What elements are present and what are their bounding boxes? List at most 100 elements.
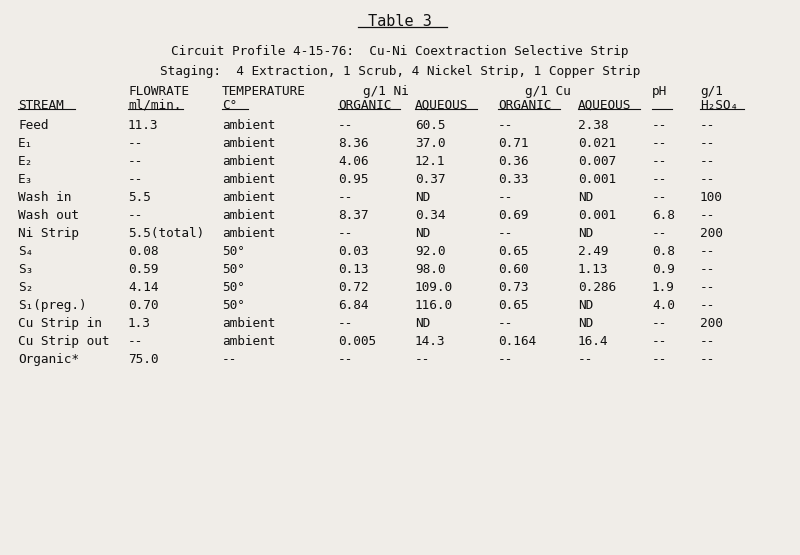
Text: --: -- xyxy=(578,353,594,366)
Text: 0.71: 0.71 xyxy=(498,137,529,150)
Text: --: -- xyxy=(700,299,715,312)
Text: 60.5: 60.5 xyxy=(415,119,446,132)
Text: 0.005: 0.005 xyxy=(338,335,376,348)
Text: Wash out: Wash out xyxy=(18,209,79,222)
Text: S₃: S₃ xyxy=(18,263,34,276)
Text: 6.84: 6.84 xyxy=(338,299,369,312)
Text: 0.70: 0.70 xyxy=(128,299,158,312)
Text: --: -- xyxy=(498,353,514,366)
Text: C°: C° xyxy=(222,99,238,112)
Text: FLOWRATE: FLOWRATE xyxy=(128,85,189,98)
Text: 0.13: 0.13 xyxy=(338,263,369,276)
Text: --: -- xyxy=(338,227,354,240)
Text: Cu Strip in: Cu Strip in xyxy=(18,317,102,330)
Text: ambient: ambient xyxy=(222,155,275,168)
Text: ORGANIC: ORGANIC xyxy=(498,99,551,112)
Text: 109.0: 109.0 xyxy=(415,281,453,294)
Text: --: -- xyxy=(652,335,667,348)
Text: g/1 Cu: g/1 Cu xyxy=(525,85,571,98)
Text: ambient: ambient xyxy=(222,317,275,330)
Text: ambient: ambient xyxy=(222,227,275,240)
Text: 4.06: 4.06 xyxy=(338,155,369,168)
Text: ORGANIC: ORGANIC xyxy=(338,99,391,112)
Text: --: -- xyxy=(128,335,143,348)
Text: --: -- xyxy=(338,119,354,132)
Text: ambient: ambient xyxy=(222,191,275,204)
Text: ND: ND xyxy=(578,299,594,312)
Text: 4.0: 4.0 xyxy=(652,299,675,312)
Text: STREAM: STREAM xyxy=(18,99,64,112)
Text: 0.08: 0.08 xyxy=(128,245,158,258)
Text: --: -- xyxy=(652,227,667,240)
Text: Circuit Profile 4-15-76:  Cu-Ni Coextraction Selective Strip: Circuit Profile 4-15-76: Cu-Ni Coextract… xyxy=(171,45,629,58)
Text: 0.37: 0.37 xyxy=(415,173,446,186)
Text: --: -- xyxy=(700,245,715,258)
Text: 0.72: 0.72 xyxy=(338,281,369,294)
Text: Table 3: Table 3 xyxy=(368,14,432,29)
Text: 1.13: 1.13 xyxy=(578,263,609,276)
Text: S₁(preg.): S₁(preg.) xyxy=(18,299,86,312)
Text: --: -- xyxy=(700,119,715,132)
Text: E₁: E₁ xyxy=(18,137,34,150)
Text: 0.65: 0.65 xyxy=(498,245,529,258)
Text: 0.69: 0.69 xyxy=(498,209,529,222)
Text: 0.73: 0.73 xyxy=(498,281,529,294)
Text: ambient: ambient xyxy=(222,209,275,222)
Text: Ni Strip: Ni Strip xyxy=(18,227,79,240)
Text: 2.38: 2.38 xyxy=(578,119,609,132)
Text: 0.95: 0.95 xyxy=(338,173,369,186)
Text: 8.37: 8.37 xyxy=(338,209,369,222)
Text: --: -- xyxy=(700,155,715,168)
Text: --: -- xyxy=(498,191,514,204)
Text: 100: 100 xyxy=(700,191,723,204)
Text: 0.36: 0.36 xyxy=(498,155,529,168)
Text: H₂SO₄: H₂SO₄ xyxy=(700,99,738,112)
Text: --: -- xyxy=(652,119,667,132)
Text: ND: ND xyxy=(578,191,594,204)
Text: --: -- xyxy=(415,353,430,366)
Text: Wash in: Wash in xyxy=(18,191,71,204)
Text: AQUEOUS: AQUEOUS xyxy=(415,99,468,112)
Text: 50°: 50° xyxy=(222,245,245,258)
Text: 200: 200 xyxy=(700,317,723,330)
Text: --: -- xyxy=(498,317,514,330)
Text: 50°: 50° xyxy=(222,299,245,312)
Text: --: -- xyxy=(652,353,667,366)
Text: --: -- xyxy=(652,317,667,330)
Text: ND: ND xyxy=(415,317,430,330)
Text: 0.007: 0.007 xyxy=(578,155,616,168)
Text: pH: pH xyxy=(652,85,667,98)
Text: 16.4: 16.4 xyxy=(578,335,609,348)
Text: --: -- xyxy=(128,173,143,186)
Text: g/1: g/1 xyxy=(700,85,723,98)
Text: --: -- xyxy=(128,137,143,150)
Text: E₂: E₂ xyxy=(18,155,34,168)
Text: 2.49: 2.49 xyxy=(578,245,609,258)
Text: ND: ND xyxy=(415,227,430,240)
Text: --: -- xyxy=(700,209,715,222)
Text: 50°: 50° xyxy=(222,281,245,294)
Text: 1.9: 1.9 xyxy=(652,281,675,294)
Text: 50°: 50° xyxy=(222,263,245,276)
Text: --: -- xyxy=(652,173,667,186)
Text: 12.1: 12.1 xyxy=(415,155,446,168)
Text: --: -- xyxy=(128,209,143,222)
Text: ambient: ambient xyxy=(222,119,275,132)
Text: 75.0: 75.0 xyxy=(128,353,158,366)
Text: ND: ND xyxy=(415,191,430,204)
Text: --: -- xyxy=(652,155,667,168)
Text: 14.3: 14.3 xyxy=(415,335,446,348)
Text: ambient: ambient xyxy=(222,335,275,348)
Text: 0.164: 0.164 xyxy=(498,335,536,348)
Text: --: -- xyxy=(498,119,514,132)
Text: 11.3: 11.3 xyxy=(128,119,158,132)
Text: 4.14: 4.14 xyxy=(128,281,158,294)
Text: 0.65: 0.65 xyxy=(498,299,529,312)
Text: --: -- xyxy=(700,353,715,366)
Text: Cu Strip out: Cu Strip out xyxy=(18,335,110,348)
Text: 0.001: 0.001 xyxy=(578,209,616,222)
Text: ambient: ambient xyxy=(222,173,275,186)
Text: 0.021: 0.021 xyxy=(578,137,616,150)
Text: 0.03: 0.03 xyxy=(338,245,369,258)
Text: --: -- xyxy=(700,263,715,276)
